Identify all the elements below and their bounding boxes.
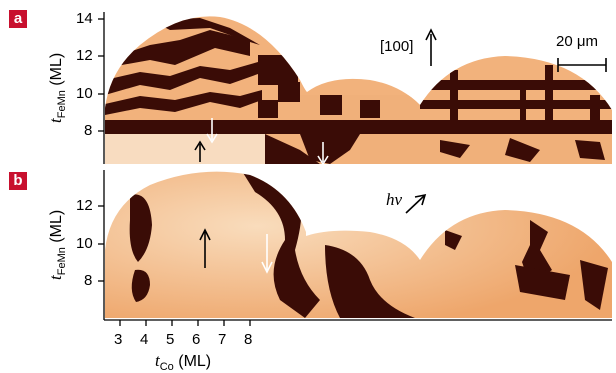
panel-a-ytick: 10 [76,85,93,102]
xtick: 7 [218,331,227,348]
axes [98,12,612,326]
panel-b-image [105,171,612,318]
panel-a-ytick: 14 [76,10,93,27]
xtick: 4 [140,331,149,348]
panel-b-tag: b [9,172,27,190]
panel-b-ytick: 8 [84,272,93,289]
xtick: 3 [114,331,123,348]
panel-a-ytick: 12 [76,47,93,64]
direction-label: [100] [380,38,414,55]
panel-b-arrows [199,193,427,274]
xtick: 5 [166,331,175,348]
panel-a-tag: a [9,10,27,28]
xtick: 6 [192,331,201,348]
panel-b-ytick: 10 [76,235,93,252]
panel-a-arrows [194,28,607,166]
panel-b-ytick: 12 [76,197,93,214]
photon-label: hν [386,190,403,209]
scale-bar-label: 20 μm [556,33,598,50]
xtick: 8 [244,331,253,348]
panel-a-image [105,16,612,164]
x-axis-label: tCo (ML) [155,351,212,373]
panel-a-ytick: 8 [84,122,93,139]
